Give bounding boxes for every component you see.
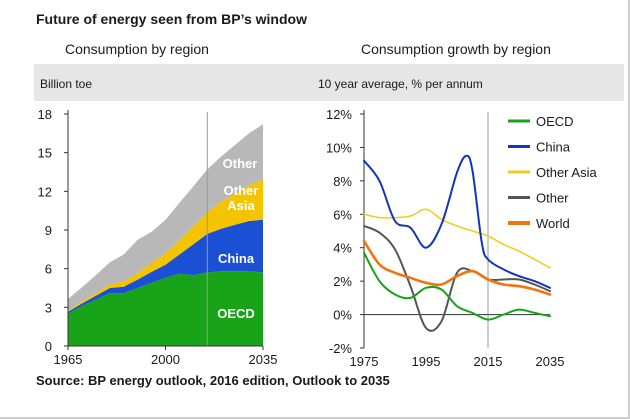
- legend-label-china: China: [536, 140, 571, 155]
- y-tick-label: 15: [38, 146, 52, 161]
- y-tick-label: 6: [45, 262, 52, 277]
- line-oecd: [363, 251, 551, 321]
- area-other-asia: [68, 179, 263, 312]
- y-tick-label: 3: [45, 300, 52, 315]
- area-other: [68, 124, 263, 311]
- right-chart-title: Consumption growth by region: [361, 41, 551, 57]
- legend-label-other: Other: [536, 191, 569, 206]
- area-label-other: Other: [223, 156, 258, 171]
- line-other-asia: [363, 208, 551, 269]
- x-tick-label: 2015: [474, 354, 503, 369]
- units-band: [34, 64, 624, 101]
- x-tick-label: 1995: [412, 354, 441, 369]
- legend-label-world: World: [536, 216, 570, 231]
- y-tick-label: 2%: [333, 274, 352, 289]
- x-tick-label: 2035: [536, 354, 565, 369]
- x-tick-label: 1975: [350, 354, 379, 369]
- area-label-china: China: [218, 251, 255, 266]
- y-tick-label: 18: [38, 107, 52, 122]
- line-china: [363, 154, 551, 289]
- y-tick-label: 4%: [333, 241, 352, 256]
- source-note: Source: BP energy outlook, 2016 edition,…: [36, 373, 390, 388]
- y-tick-label: 12%: [326, 107, 352, 122]
- legend-label-oecd: OECD: [536, 114, 574, 129]
- y-tick-label: -2%: [329, 341, 353, 356]
- y-tick-label: 9: [45, 223, 52, 238]
- consumption-growth-chart: -2% 0% 2% 4% 6% 8% 10% 12% 1975 1995 2015 2035 OECD C…: [326, 107, 597, 369]
- page-title: Future of energy seen from BP’s window: [36, 11, 307, 27]
- y-tick-label: 10%: [326, 140, 352, 155]
- y-tick-label: 0: [45, 339, 52, 354]
- legend-label-other-asia: Other Asia: [536, 165, 597, 180]
- area-label-oecd: OECD: [217, 306, 255, 321]
- line-other: [363, 225, 551, 332]
- area-label-other-asia: Asia: [227, 198, 255, 213]
- y-tick-label: 6%: [333, 207, 352, 222]
- x-tick-label: 1965: [54, 352, 83, 367]
- right-chart-unit-label: 10 year average, % per annum: [318, 77, 483, 91]
- x-tick-label: 2000: [151, 352, 180, 367]
- area-label-other-asia: Other: [224, 183, 259, 198]
- area-china: [68, 219, 263, 314]
- area-oecd: [68, 271, 263, 346]
- left-chart-unit-label: Billion toe: [40, 77, 93, 91]
- line-world: [362, 239, 552, 296]
- y-tick-label: 12: [38, 184, 52, 199]
- left-chart-title: Consumption by region: [65, 41, 209, 57]
- x-tick-label: 2035: [249, 352, 278, 367]
- y-tick-label: 0%: [333, 308, 352, 323]
- y-tick-label: 8%: [333, 174, 352, 189]
